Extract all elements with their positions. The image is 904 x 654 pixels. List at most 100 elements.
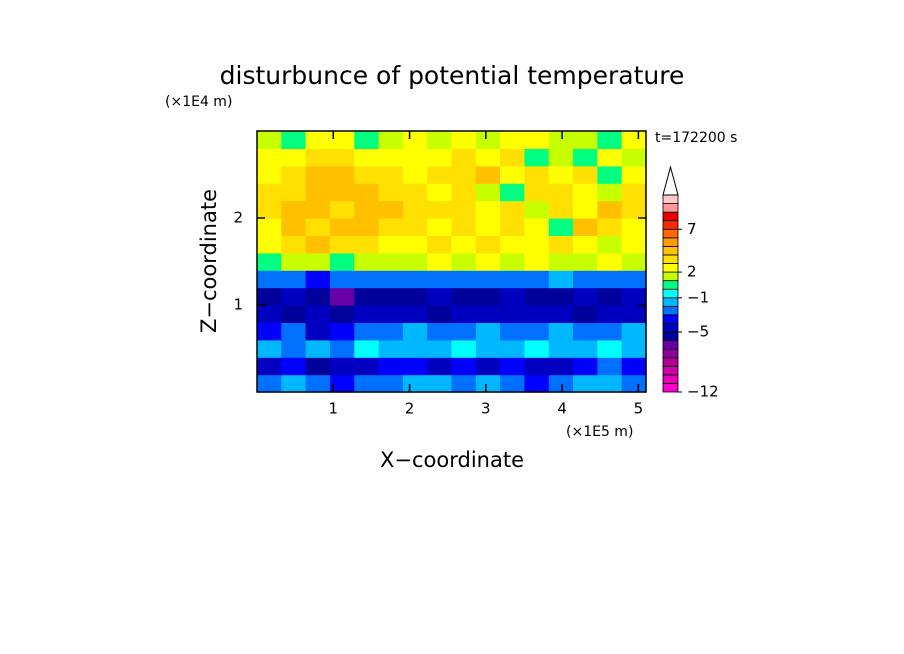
contour-cell	[329, 200, 355, 219]
contour-cell	[451, 357, 477, 376]
contour-cell	[621, 322, 647, 341]
contour-cell	[597, 305, 623, 323]
contour-cell	[548, 165, 574, 184]
contour-cell	[257, 357, 282, 376]
colorbar-segment	[662, 237, 679, 247]
contour-cell	[378, 322, 404, 341]
contour-cell	[402, 235, 428, 254]
contour-cell	[451, 148, 477, 167]
contour-cell	[281, 183, 307, 202]
contour-cell	[402, 131, 428, 149]
contour-cell	[500, 287, 526, 306]
contour-cell	[402, 252, 428, 271]
contour-cell	[597, 322, 623, 341]
y-unit: (×1E4 m)	[165, 94, 232, 110]
contour-cell	[573, 357, 598, 376]
y-tick-label: 2	[233, 209, 243, 227]
contour-cell	[402, 305, 428, 323]
contour-cell	[354, 374, 380, 393]
contour-cell	[597, 165, 623, 184]
contour-cell	[329, 148, 355, 167]
contour-cell	[597, 357, 623, 376]
contour-cell	[354, 270, 380, 289]
contour-cell	[451, 270, 477, 289]
contour-cell	[475, 235, 501, 254]
contour-cell	[257, 218, 282, 236]
contour-cell	[281, 148, 307, 167]
contour-cell	[257, 374, 282, 393]
contour-cell	[281, 357, 307, 376]
contour-cell	[402, 270, 428, 289]
contour-cell	[621, 183, 647, 202]
contour-cell	[573, 183, 598, 202]
contour-cell	[257, 148, 282, 167]
contour-cell	[281, 374, 307, 393]
contour-cell	[573, 287, 598, 306]
colorbar-tick-label: −1	[687, 288, 709, 306]
colorbar-segment	[662, 297, 679, 307]
contour-cell	[281, 270, 307, 289]
contour-cell	[524, 374, 550, 393]
contour-cell	[305, 270, 331, 289]
contour-cell	[573, 235, 598, 254]
contour-cell	[597, 252, 623, 271]
contour-cell	[305, 374, 331, 393]
contour-cell	[548, 252, 574, 271]
contour-cell	[329, 374, 355, 393]
contour-cell	[451, 131, 477, 149]
contour-cell	[597, 270, 623, 289]
colorbar-tick-label: 2	[687, 263, 697, 281]
contour-cell	[500, 270, 526, 289]
contour-cell	[354, 235, 380, 254]
contour-cell	[354, 252, 380, 271]
contour-cell	[329, 218, 355, 236]
contour-cell	[524, 165, 550, 184]
contour-cell	[500, 252, 526, 271]
contour-cell	[621, 131, 647, 149]
contour-cell	[257, 270, 282, 289]
colorbar-segment	[662, 314, 679, 324]
contour-cell	[427, 287, 453, 306]
contour-cell	[524, 235, 550, 254]
contour-cell	[427, 339, 453, 358]
contour-cell	[475, 148, 501, 167]
colorbar-tick-label: −5	[687, 323, 709, 341]
contour-cell	[524, 183, 550, 202]
contour-cell	[329, 270, 355, 289]
contour-cell	[281, 322, 307, 341]
contour-cell	[427, 322, 453, 341]
contour-cell	[427, 165, 453, 184]
contour-cell	[257, 287, 282, 306]
colorbar-segment	[662, 383, 679, 393]
contour-cell	[597, 200, 623, 219]
contour-cell	[427, 357, 453, 376]
contour-cell	[305, 322, 331, 341]
contour-cell	[573, 131, 598, 149]
contour-cell	[329, 287, 355, 306]
plot-frame	[256, 130, 647, 393]
contour-cell	[621, 218, 647, 236]
contour-cell	[621, 148, 647, 167]
contour-cell	[378, 305, 404, 323]
contour-cell	[573, 252, 598, 271]
contour-cell	[451, 252, 477, 271]
contour-cell	[500, 322, 526, 341]
contour-cell	[548, 218, 574, 236]
contour-cell	[378, 252, 404, 271]
contour-cell	[281, 287, 307, 306]
contour-cell	[500, 305, 526, 323]
contour-cell	[621, 235, 647, 254]
contour-cell	[548, 374, 574, 393]
contour-cell	[597, 235, 623, 254]
contour-cell	[524, 148, 550, 167]
x-tick-label: 1	[329, 400, 339, 418]
contour-cell	[427, 270, 453, 289]
contour-cell	[573, 322, 598, 341]
contour-cell	[427, 374, 453, 393]
contour-cell	[524, 218, 550, 236]
contour-cell	[573, 305, 598, 323]
contour-cell	[402, 148, 428, 167]
contour-cell	[305, 165, 331, 184]
contour-cell	[329, 131, 355, 149]
contour-cell	[378, 357, 404, 376]
